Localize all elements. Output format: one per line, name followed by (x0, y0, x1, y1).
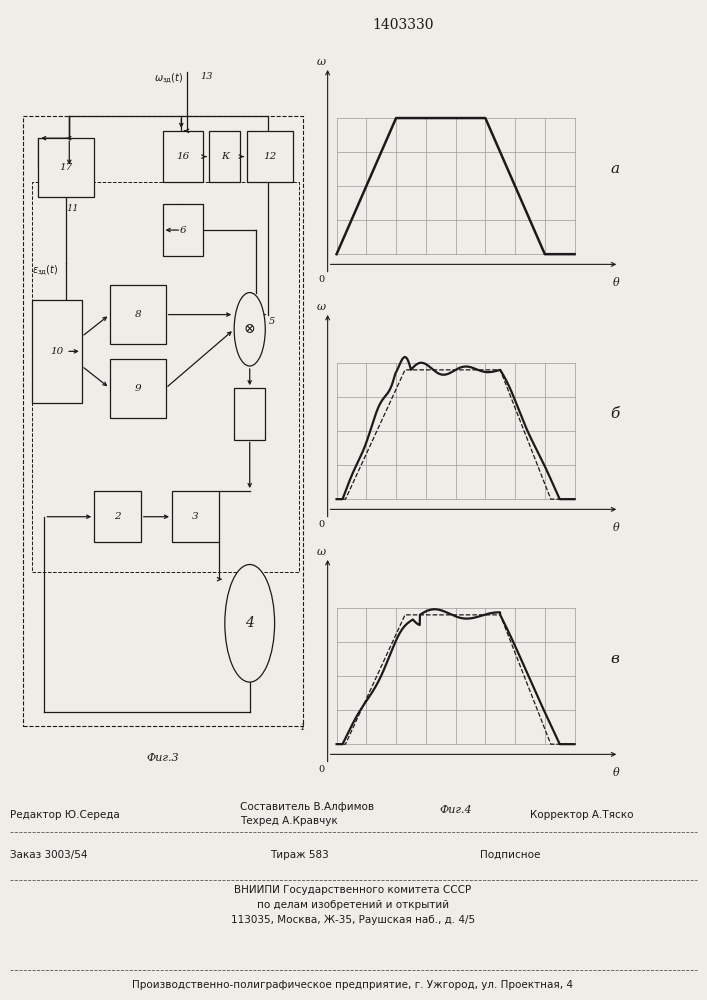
Text: Корректор А.Тяско: Корректор А.Тяско (530, 810, 633, 820)
Text: Производственно-полиграфическое предприятие, г. Ужгород, ул. Проектная, 4: Производственно-полиграфическое предприя… (132, 980, 573, 990)
Text: 17: 17 (59, 163, 73, 172)
Text: ⊗: ⊗ (244, 322, 255, 336)
Text: 13: 13 (200, 72, 212, 81)
Text: Редактор Ю.Середа: Редактор Ю.Середа (10, 810, 119, 820)
Bar (234, 388, 265, 440)
Text: Фиг.3: Фиг.3 (146, 753, 179, 763)
Text: К: К (221, 152, 229, 161)
Bar (110, 285, 165, 344)
Circle shape (225, 564, 274, 682)
Text: ω: ω (317, 302, 326, 312)
Bar (94, 491, 141, 542)
Text: 2: 2 (115, 512, 121, 521)
Text: 0: 0 (319, 520, 325, 529)
Text: 9: 9 (134, 384, 141, 393)
Text: ω: ω (317, 57, 326, 67)
Text: ω: ω (317, 547, 326, 557)
Text: 16: 16 (176, 152, 189, 161)
Circle shape (234, 293, 265, 366)
Text: 0: 0 (319, 765, 325, 774)
Text: 3: 3 (192, 512, 199, 521)
Bar (172, 491, 218, 542)
Text: $\varepsilon_{\mathregular{зд}}(t)$: $\varepsilon_{\mathregular{зд}}(t)$ (32, 263, 59, 278)
Text: Составитель В.Алфимов: Составитель В.Алфимов (240, 802, 374, 812)
Bar (110, 359, 165, 418)
Text: 5: 5 (269, 317, 274, 326)
Text: по делам изобретений и открытий: по делам изобретений и открытий (257, 900, 449, 910)
Text: 8: 8 (134, 310, 141, 319)
Text: 1403330: 1403330 (373, 18, 433, 32)
Text: $\omega_{\mathregular{зд}}(t)$: $\omega_{\mathregular{зд}}(t)$ (154, 72, 184, 86)
Text: Заказ 3003/54: Заказ 3003/54 (10, 850, 88, 860)
Text: б: б (610, 407, 619, 421)
Bar (163, 131, 203, 182)
Bar (38, 138, 94, 197)
Text: 11: 11 (66, 204, 78, 213)
Text: 113035, Москва, Ж-35, Раушская наб., д. 4/5: 113035, Москва, Ж-35, Раушская наб., д. … (231, 915, 475, 925)
Text: в: в (610, 652, 619, 666)
Bar (163, 204, 203, 256)
Text: θ: θ (612, 278, 619, 288)
Text: θ: θ (612, 523, 619, 533)
Text: Фиг.4: Фиг.4 (439, 805, 472, 815)
Bar (32, 182, 300, 572)
Text: Тираж 583: Тираж 583 (270, 850, 329, 860)
Text: a: a (610, 162, 619, 176)
Bar (247, 131, 293, 182)
Text: Техред А.Кравчук: Техред А.Кравчук (240, 816, 338, 826)
Text: 4: 4 (245, 616, 254, 630)
Text: θ: θ (612, 768, 619, 778)
Text: ВНИИПИ Государственного комитета СССР: ВНИИПИ Государственного комитета СССР (235, 885, 472, 895)
Text: 6: 6 (180, 226, 186, 235)
Text: 1: 1 (300, 723, 305, 732)
Bar (32, 300, 82, 403)
Text: Подписное: Подписное (480, 850, 540, 860)
Bar (209, 131, 240, 182)
Text: 12: 12 (263, 152, 276, 161)
Text: 0: 0 (319, 275, 325, 284)
Bar (23, 116, 303, 726)
Text: 10: 10 (50, 347, 64, 356)
